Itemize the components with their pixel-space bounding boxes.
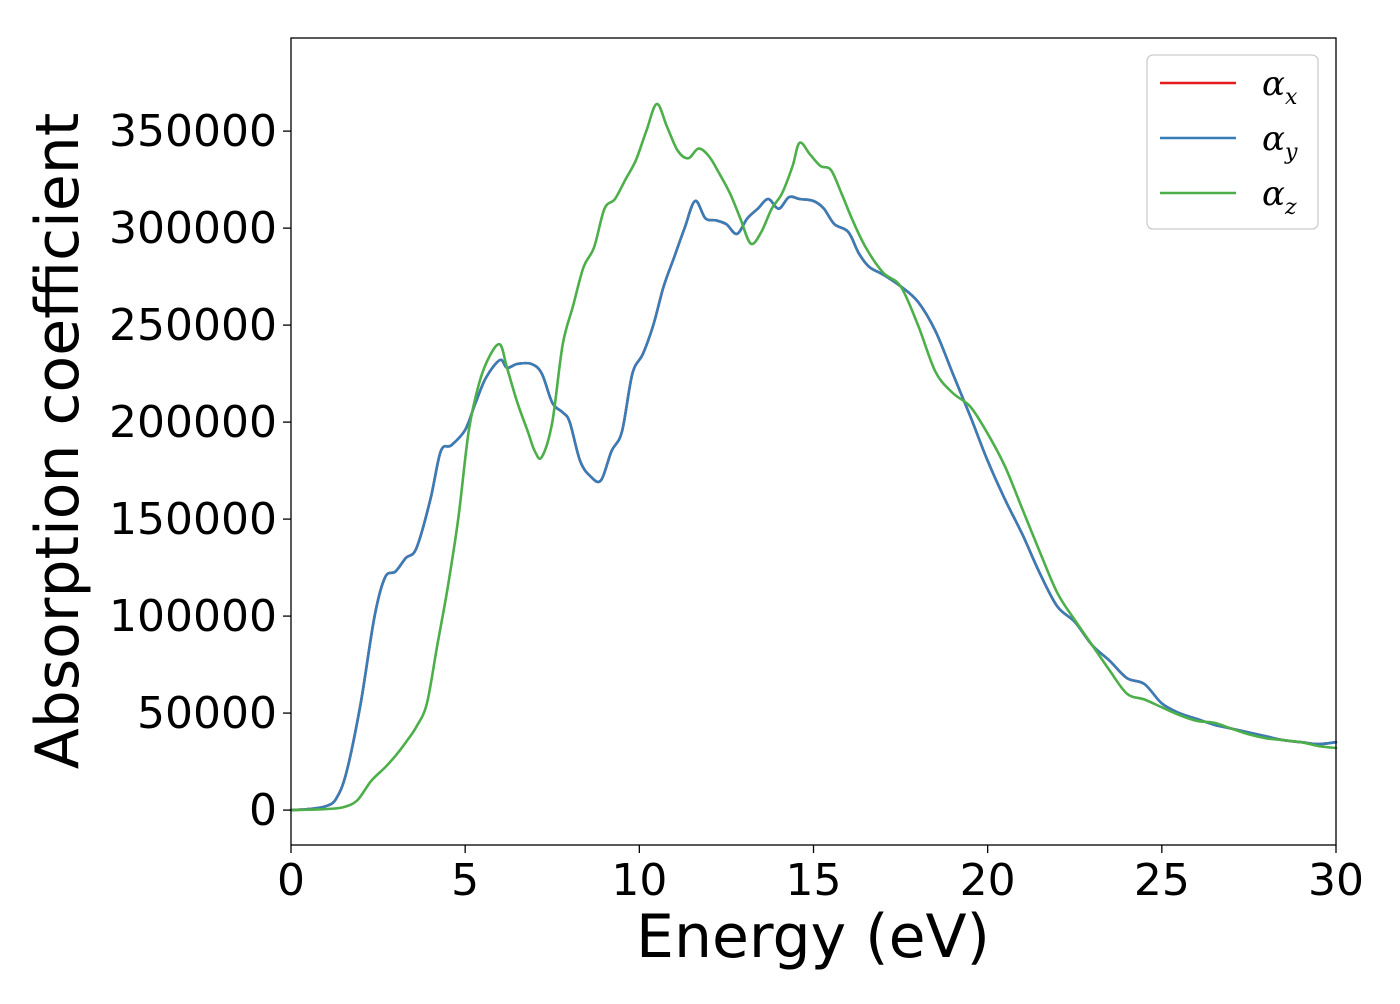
series-line-0 bbox=[289, 195, 1338, 812]
legend: αx αy αz bbox=[1146, 54, 1319, 230]
x-tick-label: 10 bbox=[611, 855, 667, 906]
x-tick-label: 25 bbox=[1134, 855, 1190, 906]
y-tick-label: 350000 bbox=[109, 106, 277, 157]
series-layer bbox=[289, 102, 1338, 812]
x-axis-title: Energy (eV) bbox=[636, 902, 990, 972]
y-axis: 0 50000 100000 150000 200000 250000 300000 3500… bbox=[109, 106, 291, 836]
y-tick-label: 150000 bbox=[109, 494, 277, 545]
series-line-2 bbox=[289, 102, 1338, 812]
y-axis-title: Absorption coefficient bbox=[23, 113, 93, 770]
x-tick-label: 30 bbox=[1308, 855, 1364, 906]
y-tick-label: 0 bbox=[249, 785, 277, 836]
x-tick-label: 5 bbox=[451, 855, 479, 906]
y-tick-label: 200000 bbox=[109, 397, 277, 448]
x-tick-label: 20 bbox=[960, 855, 1016, 906]
x-axis: 0 5 10 15 20 25 30 bbox=[277, 845, 1364, 906]
y-tick-label: 300000 bbox=[109, 203, 277, 254]
legend-label-z: αz bbox=[1262, 174, 1297, 220]
legend-label-y: αy bbox=[1262, 119, 1298, 165]
x-tick-label: 0 bbox=[277, 855, 305, 906]
x-tick-label: 15 bbox=[786, 855, 842, 906]
series-line-1 bbox=[289, 195, 1338, 812]
legend-label-x: αx bbox=[1262, 64, 1298, 110]
y-tick-label: 50000 bbox=[137, 688, 277, 739]
y-tick-label: 250000 bbox=[109, 300, 277, 351]
legend-box bbox=[1146, 54, 1319, 230]
y-tick-label: 100000 bbox=[109, 591, 277, 642]
